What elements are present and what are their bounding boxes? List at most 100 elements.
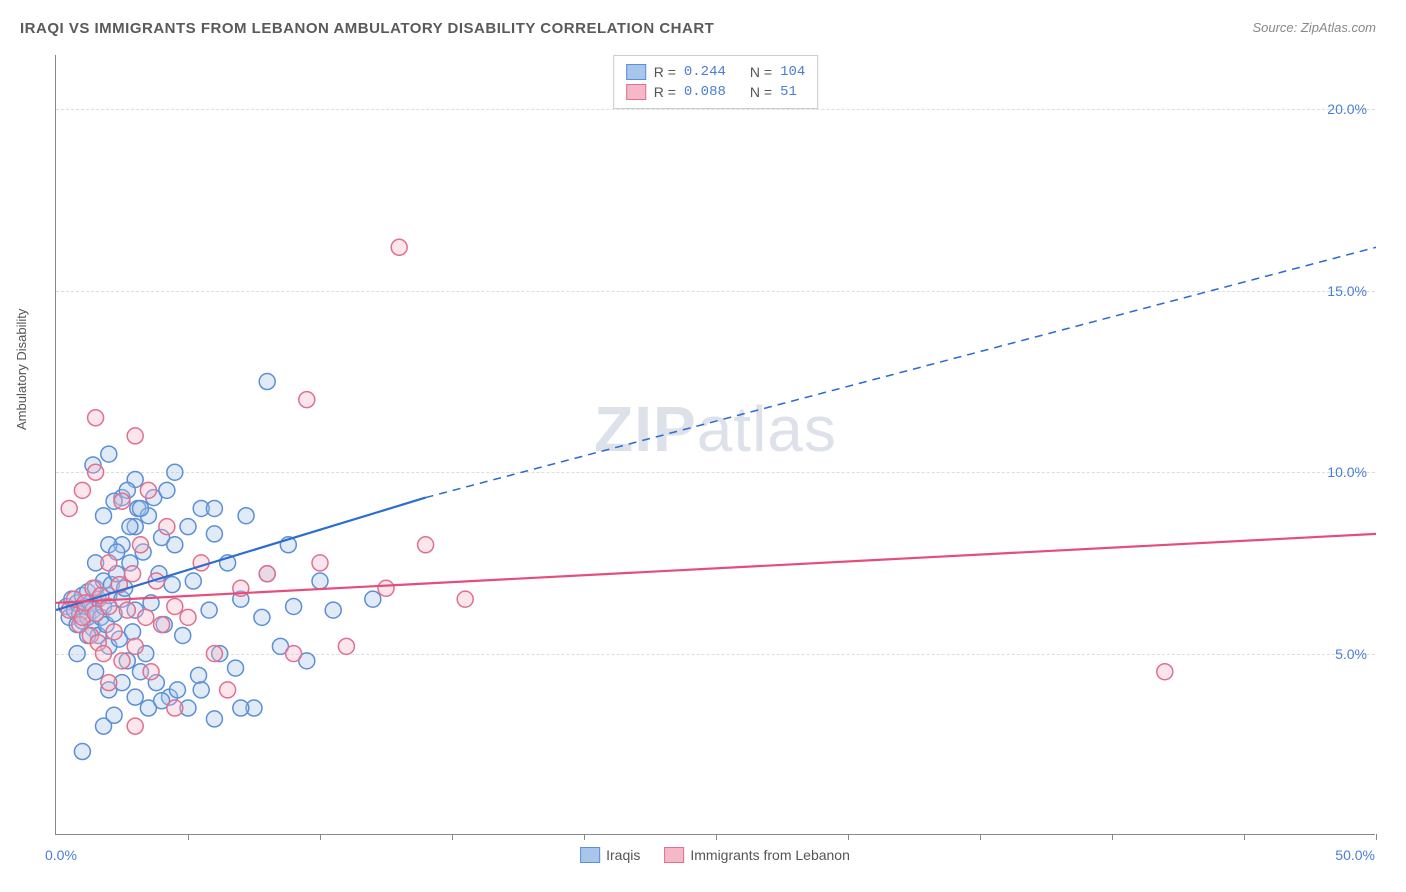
scatter-point — [132, 537, 148, 553]
scatter-point — [299, 392, 315, 408]
scatter-point — [191, 667, 207, 683]
scatter-point — [180, 609, 196, 625]
scatter-point — [96, 508, 112, 524]
scatter-point — [286, 598, 302, 614]
scatter-point — [140, 482, 156, 498]
scatter-point — [88, 664, 104, 680]
swatch-lebanon-bottom — [664, 847, 684, 863]
r-value-iraqis: 0.244 — [684, 62, 726, 82]
plot-area: R = 0.244 N = 104 R = 0.088 N = 51 ZIPat… — [55, 55, 1375, 835]
r-label: R = — [654, 82, 676, 102]
scatter-point — [167, 598, 183, 614]
scatter-point — [391, 239, 407, 255]
scatter-point — [201, 602, 217, 618]
scatter-point — [122, 519, 138, 535]
scatter-point — [220, 682, 236, 698]
x-tick — [1376, 834, 1377, 840]
scatter-point — [159, 482, 175, 498]
n-value-lebanon: 51 — [780, 82, 797, 102]
swatch-lebanon — [626, 84, 646, 100]
scatter-point — [1157, 664, 1173, 680]
scatter-point — [138, 609, 154, 625]
scatter-point — [101, 555, 117, 571]
scatter-point — [365, 591, 381, 607]
scatter-point — [88, 464, 104, 480]
scatter-point — [206, 500, 222, 516]
scatter-point — [143, 664, 159, 680]
scatter-point — [114, 653, 130, 669]
scatter-point — [167, 464, 183, 480]
trend-line-dashed — [426, 247, 1376, 497]
scatter-point — [325, 602, 341, 618]
swatch-iraqis — [626, 64, 646, 80]
legend-item-iraqis: Iraqis — [580, 847, 640, 863]
correlation-legend: R = 0.244 N = 104 R = 0.088 N = 51 — [613, 55, 819, 109]
y-axis-label: Ambulatory Disability — [14, 309, 29, 430]
scatter-point — [69, 646, 85, 662]
legend-row-lebanon: R = 0.088 N = 51 — [626, 82, 806, 102]
scatter-point — [106, 707, 122, 723]
scatter-point — [132, 500, 148, 516]
r-value-lebanon: 0.088 — [684, 82, 726, 102]
scatter-point — [125, 566, 141, 582]
scatter-point — [106, 624, 122, 640]
legend-label-lebanon: Immigrants from Lebanon — [690, 847, 850, 863]
scatter-point — [233, 700, 249, 716]
n-label: N = — [750, 62, 772, 82]
scatter-point — [74, 482, 90, 498]
chart-title: IRAQI VS IMMIGRANTS FROM LEBANON AMBULAT… — [20, 20, 714, 37]
x-tick-50: 50.0% — [1335, 847, 1375, 863]
scatter-point — [164, 577, 180, 593]
scatter-point — [185, 573, 201, 589]
scatter-point — [88, 410, 104, 426]
scatter-point — [206, 526, 222, 542]
scatter-point — [312, 555, 328, 571]
r-label: R = — [654, 62, 676, 82]
scatter-point — [159, 519, 175, 535]
scatter-point — [119, 602, 135, 618]
scatter-point — [167, 700, 183, 716]
scatter-point — [228, 660, 244, 676]
scatter-point — [457, 591, 473, 607]
scatter-point — [238, 508, 254, 524]
scatter-point — [127, 718, 143, 734]
scatter-point — [338, 638, 354, 654]
scatter-point — [378, 580, 394, 596]
scatter-point — [180, 519, 196, 535]
scatter-point — [125, 624, 141, 640]
swatch-iraqis-bottom — [580, 847, 600, 863]
scatter-point — [418, 537, 434, 553]
scatter-point — [61, 500, 77, 516]
scatter-point — [74, 744, 90, 760]
scatter-point — [154, 617, 170, 633]
scatter-point — [259, 566, 275, 582]
scatter-point — [127, 428, 143, 444]
scatter-point — [96, 646, 112, 662]
scatter-point — [114, 493, 130, 509]
trend-line-solid — [56, 534, 1376, 603]
scatter-point — [167, 537, 183, 553]
scatter-point — [312, 573, 328, 589]
scatter-point — [206, 711, 222, 727]
scatter-point — [169, 682, 185, 698]
scatter-point — [101, 675, 117, 691]
legend-row-iraqis: R = 0.244 N = 104 — [626, 62, 806, 82]
scatter-point — [193, 682, 209, 698]
scatter-point — [101, 446, 117, 462]
n-label: N = — [750, 82, 772, 102]
chart-container: R = 0.244 N = 104 R = 0.088 N = 51 ZIPat… — [55, 55, 1375, 835]
scatter-point — [206, 646, 222, 662]
plot-svg — [56, 55, 1376, 835]
scatter-point — [286, 646, 302, 662]
scatter-point — [259, 374, 275, 390]
scatter-point — [127, 689, 143, 705]
source-label: Source: ZipAtlas.com — [1252, 20, 1376, 35]
legend-item-lebanon: Immigrants from Lebanon — [664, 847, 850, 863]
legend-label-iraqis: Iraqis — [606, 847, 640, 863]
scatter-point — [127, 638, 143, 654]
scatter-point — [254, 609, 270, 625]
series-legend: Iraqis Immigrants from Lebanon — [580, 847, 850, 863]
n-value-iraqis: 104 — [780, 62, 805, 82]
x-tick-0: 0.0% — [45, 847, 77, 863]
scatter-point — [175, 627, 191, 643]
